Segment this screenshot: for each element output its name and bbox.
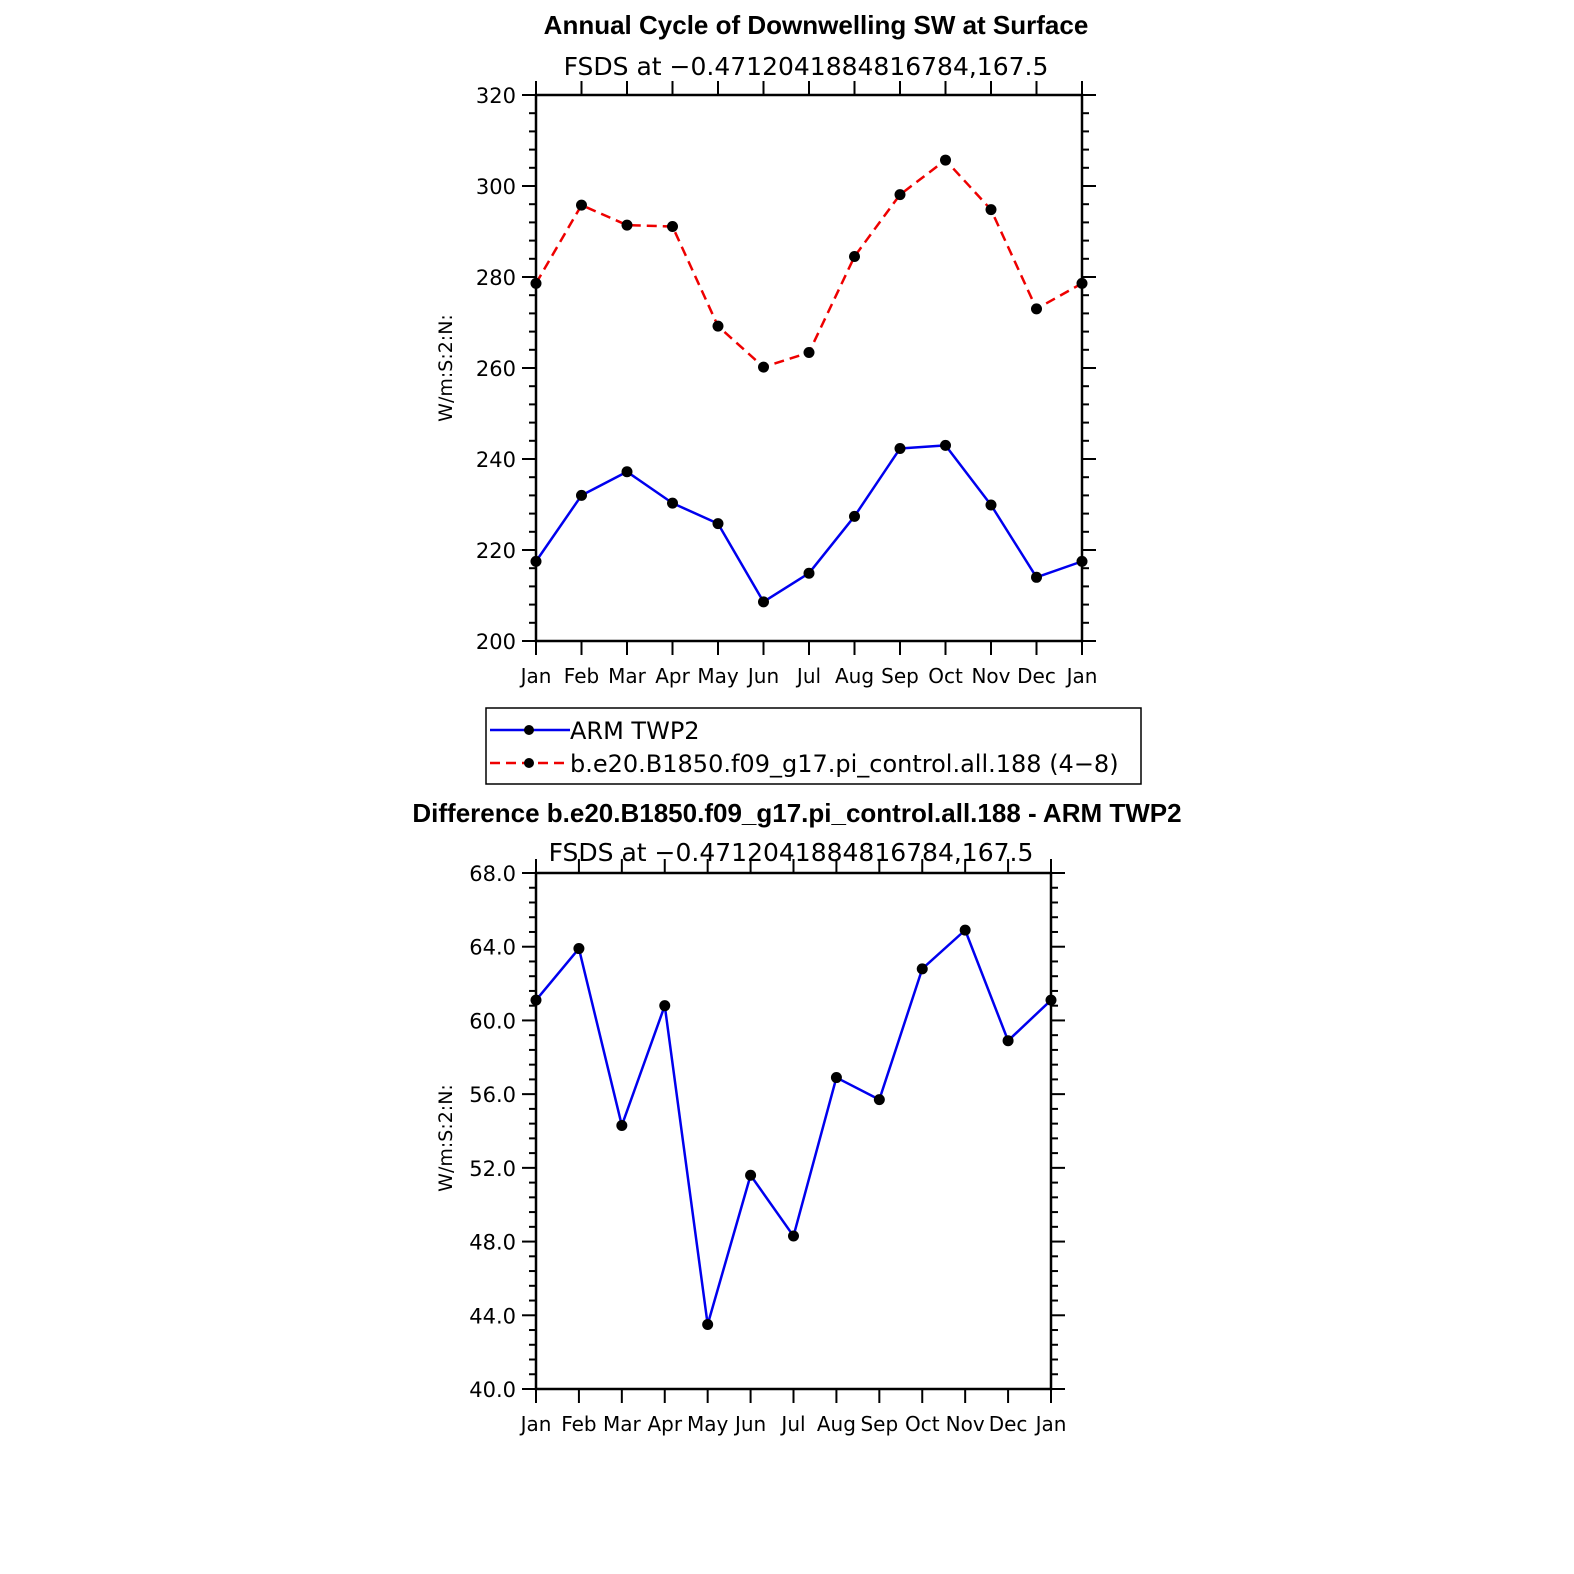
chart1-plot: 200 220 240 260 280 300 320 Jan Feb Mar Apr May Jun J…: [476, 81, 1098, 688]
chart1-ylabel: W/m:S:2:N:: [435, 314, 457, 422]
legend-label-arm: ARM TWP2: [570, 717, 700, 745]
chart2-series-0-line: [535, 928, 1052, 1326]
chart2-xtick-label: Sep: [860, 1412, 898, 1436]
legend-label-model: b.e20.B1850.f09_g17.pi_control.all.188 (…: [570, 750, 1119, 778]
chart1-title: Annual Cycle of Downwelling SW at Surfac…: [544, 10, 1089, 40]
chart1-series-1-point: [621, 219, 633, 231]
chart1-xtick-label: Jun: [746, 664, 779, 688]
chart2-series-0-point: [1002, 1035, 1014, 1047]
chart2-subtitle: FSDS at −0.4712041884816784,167.5: [549, 838, 1034, 867]
chart1-series-1-point: [1076, 277, 1088, 289]
chart2-ytick-label: 68.0: [469, 862, 516, 886]
chart2-xtick-label: Jul: [779, 1412, 805, 1436]
chart2-xtick-label: Apr: [647, 1412, 682, 1436]
chart2-ytick-label: 56.0: [469, 1083, 516, 1107]
chart2-xtick-label: Feb: [561, 1412, 596, 1436]
chart2-ytick-label: 44.0: [469, 1304, 516, 1328]
chart2-series-0-point: [959, 924, 971, 936]
chart1-xtick-label: Oct: [928, 664, 963, 688]
chart1-series-1-point: [1031, 303, 1042, 315]
chart1-xtick-label: Apr: [655, 664, 690, 688]
chart1-xtick-label: Dec: [1017, 664, 1056, 688]
chart2-xtick-label: Jan: [1034, 1412, 1067, 1436]
chart1-series-1-point: [576, 199, 587, 211]
chart2-xtick-label: Jun: [733, 1412, 766, 1436]
chart2-ytick-label: 64.0: [469, 936, 516, 960]
chart1-series-0-point: [803, 567, 815, 579]
chart2-series-0-point: [1045, 994, 1057, 1006]
chart1-xtick-label: Aug: [835, 664, 874, 688]
chart1-series-0-point: [940, 439, 951, 451]
chart1-ytick-label: 240: [476, 448, 516, 472]
legend-box: [485, 707, 1142, 785]
chart1-series-0-point: [894, 443, 906, 455]
chart1-series-1-point: [712, 320, 724, 332]
chart1-ytick-label: 220: [476, 539, 516, 563]
chart1-xtick-label: Jan: [1065, 664, 1098, 688]
chart2-xtick-label: Nov: [946, 1412, 985, 1436]
chart2-series-0-point: [573, 943, 585, 955]
chart2-series-0-point: [530, 994, 542, 1006]
chart2-plot: 40.0 44.0 48.0 52.0 56.0 60.0 64.0 68.0 Jan Feb Ma…: [469, 859, 1066, 1436]
chart2-series-0-point: [659, 1000, 671, 1012]
chart2-series-0-point: [916, 963, 928, 975]
chart1-series-0-point: [576, 489, 587, 501]
chart2-series-0-point: [616, 1119, 628, 1131]
chart1-ytick-label: 280: [476, 266, 516, 290]
chart1-series-0-point: [1076, 555, 1088, 567]
chart1-xtick-label: Jul: [795, 664, 821, 688]
chart1-series-1-point: [530, 277, 542, 289]
chart2-ytick-label: 40.0: [469, 1378, 516, 1402]
chart1-xtick-label: Mar: [608, 664, 647, 688]
chart2-xtick-label: May: [687, 1412, 729, 1436]
chart1-ytick-label: 300: [476, 175, 516, 199]
chart2-ylabel: W/m:S:2:N:: [435, 1084, 457, 1192]
chart1-xtick-label: Sep: [881, 664, 919, 688]
chart1-series-0-point: [985, 499, 997, 511]
chart1-series-1-point: [758, 361, 769, 373]
chart1-series-1-point: [849, 251, 860, 263]
chart1-series-1-point: [894, 189, 906, 201]
chart2-ytick-label: 60.0: [469, 1009, 516, 1033]
chart1-series-0-point: [849, 510, 860, 522]
chart1-series-1-point: [803, 347, 815, 359]
chart1-ytick-label: 260: [476, 357, 516, 381]
chart2-xtick-label: Jan: [519, 1412, 552, 1436]
chart2-xtick-label: Aug: [817, 1412, 856, 1436]
chart1-ytick-label: 320: [476, 84, 516, 108]
chart1-xtick-label: Feb: [564, 664, 599, 688]
chart1-subtitle: FSDS at −0.4712041884816784,167.5: [564, 52, 1049, 81]
chart1-xtick-label: Nov: [971, 664, 1010, 688]
chart2-series-0-point: [788, 1230, 799, 1242]
chart1-xtick-label: Jan: [519, 664, 552, 688]
chart2-title: Difference b.e20.B1850.f09_g17.pi_contro…: [412, 798, 1181, 828]
chart1-series-0-point: [758, 596, 769, 608]
chart2-xtick-label: Dec: [989, 1412, 1028, 1436]
chart1-series-1-point: [985, 204, 997, 216]
chart1-xtick-label: May: [697, 664, 739, 688]
chart1-series-0-point: [621, 466, 633, 478]
chart1-series-0-point: [667, 497, 678, 509]
chart1-series-1-point: [940, 154, 951, 166]
chart1-series-0-point: [530, 555, 542, 567]
chart1-series-0-point: [712, 518, 724, 530]
chart2-series-0-point: [702, 1319, 714, 1330]
chart2-xtick-label: Mar: [603, 1412, 642, 1436]
chart1-ytick-label: 200: [476, 630, 516, 654]
chart2-xtick-label: Oct: [905, 1412, 940, 1436]
legend: ARM TWP2 b.e20.B1850.f09_g17.pi_control.…: [485, 707, 1142, 785]
chart1-frame: [534, 93, 1084, 643]
chart2-ytick-label: 48.0: [469, 1231, 516, 1255]
chart1-series-0-point: [1031, 571, 1042, 583]
legend-marker-model: [524, 758, 534, 768]
chart1-series-1-point: [667, 220, 678, 232]
chart1-series-1-line: [534, 158, 1083, 369]
legend-marker-arm: [524, 725, 534, 735]
chart2-series-0-point: [745, 1169, 757, 1181]
chart2-series-0-point: [830, 1072, 842, 1084]
chart2-ytick-label: 52.0: [469, 1157, 516, 1181]
chart2-series-0-point: [873, 1094, 885, 1106]
